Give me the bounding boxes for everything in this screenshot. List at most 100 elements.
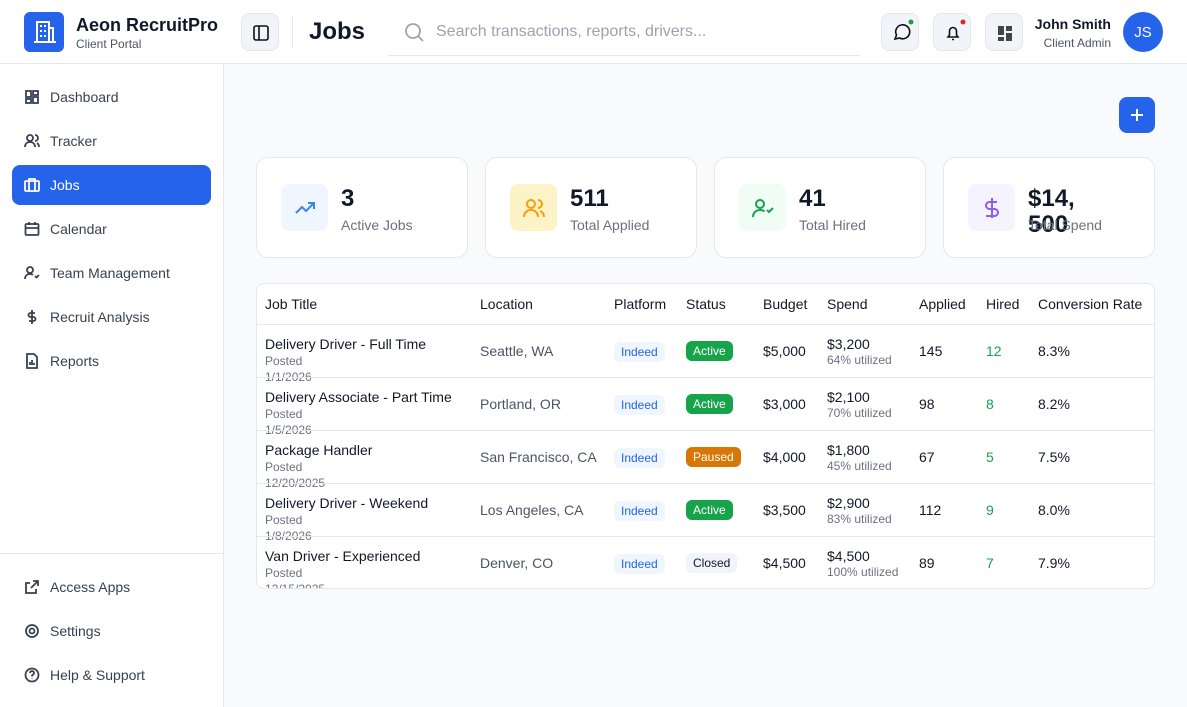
hired: 9 bbox=[986, 502, 994, 518]
column-header: Hired bbox=[986, 296, 1020, 312]
table-row: Delivery Associate - Part Time Posted 1/5/… bbox=[257, 377, 1154, 437]
stat-card: $14,500 Total Spend bbox=[943, 157, 1155, 258]
sidebar-toggle[interactable] bbox=[241, 13, 279, 51]
app-subtitle: Client Portal bbox=[76, 37, 142, 51]
spend-cell: $3,200 64% utilized bbox=[819, 335, 892, 367]
avatar[interactable]: JS bbox=[1123, 12, 1163, 52]
nav-label: Recruit Analysis bbox=[50, 309, 150, 325]
column-header: Job Title bbox=[265, 296, 318, 312]
applied: 145 bbox=[919, 343, 943, 359]
nav-item[interactable]: Settings bbox=[12, 611, 211, 651]
spend: $4,500 bbox=[827, 548, 870, 564]
table-row: Delivery Driver - Weekend Posted 1/8/2026 L… bbox=[257, 483, 1154, 543]
spend: $1,800 bbox=[827, 442, 870, 458]
sidebar: Dashboard Tracker Jobs Calendar Team Managem… bbox=[0, 64, 224, 707]
applied: 67 bbox=[919, 449, 935, 465]
nav-label: Access Apps bbox=[50, 579, 131, 595]
spend-cell: $1,800 45% utilized bbox=[819, 441, 892, 473]
stat-icon bbox=[510, 184, 557, 231]
platform-badge: Indeed bbox=[614, 342, 665, 362]
stat-value: $14,500 bbox=[1028, 185, 1075, 238]
spend-cell: $4,500 100% utilized bbox=[819, 547, 898, 579]
job-cell: Package Handler Posted 12/20/2025 bbox=[257, 441, 372, 491]
applied: 112 bbox=[919, 502, 942, 518]
stat-value: 511 bbox=[570, 185, 609, 212]
messages-button[interactable] bbox=[881, 13, 919, 51]
budget: $4,000 bbox=[763, 449, 806, 465]
status-badge: Active bbox=[686, 500, 733, 520]
column-header: Budget bbox=[763, 296, 808, 312]
nav-item[interactable]: Help & Support bbox=[12, 655, 211, 695]
table-header: Job Title Location Platform Status Budget Spe… bbox=[257, 284, 1154, 324]
stat-card: 511 Total Applied bbox=[485, 157, 697, 258]
user-name: John Smith bbox=[1034, 16, 1111, 32]
budget: $4,500 bbox=[763, 555, 806, 571]
nav-item[interactable]: Dashboard bbox=[12, 77, 211, 117]
column-header: Applied bbox=[919, 296, 966, 312]
utilized: 100% utilized bbox=[827, 565, 899, 579]
nav-label: Settings bbox=[50, 623, 101, 639]
stat-icon bbox=[968, 184, 1015, 231]
nav-label: Help & Support bbox=[50, 667, 145, 683]
location: Seattle, WA bbox=[480, 343, 554, 359]
job-title: Van Driver - Experienced bbox=[265, 548, 421, 564]
applied: 98 bbox=[919, 396, 935, 412]
job-title: Package Handler bbox=[265, 442, 373, 458]
stat-icon bbox=[281, 184, 328, 231]
stat-card: 41 Total Hired bbox=[714, 157, 926, 258]
table-row: Package Handler Posted 12/20/2025 San Franc… bbox=[257, 430, 1154, 490]
nav-item[interactable]: Tracker bbox=[12, 121, 211, 161]
notifications-button[interactable] bbox=[933, 13, 971, 51]
hired: 8 bbox=[986, 396, 994, 412]
posted-label: Posted bbox=[265, 354, 303, 368]
applied: 89 bbox=[919, 555, 935, 571]
posted-label: Posted bbox=[265, 566, 303, 580]
platform-cell: Indeed bbox=[606, 342, 665, 362]
status-cell: Active bbox=[678, 394, 733, 414]
nav-label: Team Management bbox=[50, 265, 170, 281]
nav-item[interactable]: Calendar bbox=[12, 209, 211, 249]
search[interactable]: Search transactions, reports, drivers... bbox=[388, 10, 860, 56]
utilized: 83% utilized bbox=[827, 512, 892, 526]
spend-cell: $2,900 83% utilized bbox=[819, 494, 892, 526]
status-cell: Closed bbox=[678, 553, 738, 573]
spend: $2,100 bbox=[827, 389, 870, 405]
status-cell: Paused bbox=[678, 447, 741, 467]
column-header: Spend bbox=[827, 296, 868, 312]
job-cell: Van Driver - Experienced Posted 12/15/2025 bbox=[257, 547, 421, 588]
nav-item[interactable]: Recruit Analysis bbox=[12, 297, 211, 337]
job-title: Delivery Associate - Part Time bbox=[265, 389, 452, 405]
platform-badge: Indeed bbox=[614, 554, 665, 574]
platform-badge: Indeed bbox=[614, 395, 665, 415]
nav-item[interactable]: Reports bbox=[12, 341, 211, 381]
platform-badge: Indeed bbox=[614, 501, 665, 521]
nav-label: Reports bbox=[50, 353, 100, 369]
nav-item[interactable]: Jobs bbox=[12, 165, 211, 205]
stat-card: 3 Active Jobs bbox=[256, 157, 468, 258]
conversion: 8.0% bbox=[1038, 502, 1070, 518]
stat-icon bbox=[739, 184, 786, 231]
spend: $2,900 bbox=[827, 495, 870, 511]
posted-label: Posted bbox=[265, 513, 303, 527]
utilized: 70% utilized bbox=[827, 406, 892, 420]
nav-item[interactable]: Access Apps bbox=[12, 567, 211, 607]
nav-label: Calendar bbox=[50, 221, 107, 237]
stat-value: 3 bbox=[341, 185, 355, 212]
add-button[interactable] bbox=[1119, 97, 1155, 133]
budget: $3,500 bbox=[763, 502, 806, 518]
conversion: 7.9% bbox=[1038, 555, 1070, 571]
stat-label: Total Hired bbox=[799, 217, 866, 233]
platform-cell: Indeed bbox=[606, 395, 665, 415]
status-cell: Active bbox=[678, 500, 733, 520]
spend-cell: $2,100 70% utilized bbox=[819, 388, 892, 420]
utilized: 64% utilized bbox=[827, 353, 892, 367]
conversion: 8.2% bbox=[1038, 396, 1070, 412]
posted-label: Posted bbox=[265, 407, 303, 421]
job-title: Delivery Driver - Weekend bbox=[265, 495, 429, 511]
table-row: Van Driver - Experienced Posted 12/15/2025… bbox=[257, 536, 1154, 588]
status-cell: Active bbox=[678, 341, 733, 361]
location: Los Angeles, CA bbox=[480, 502, 584, 518]
apps-button[interactable] bbox=[985, 13, 1023, 51]
nav-item[interactable]: Team Management bbox=[12, 253, 211, 293]
